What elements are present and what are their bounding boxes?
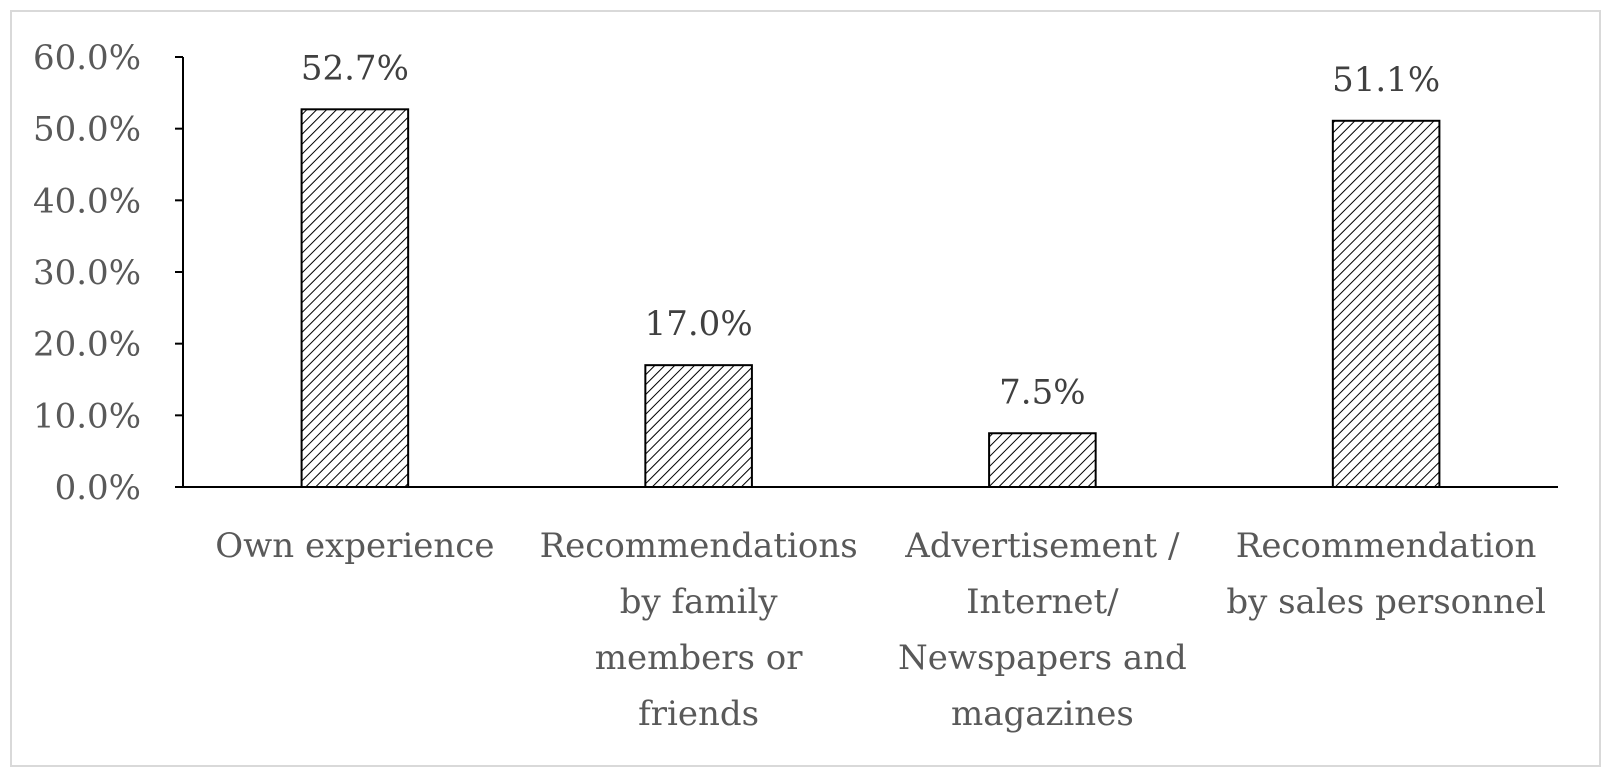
x-category-label: Recommendation by sales personnel: [1226, 526, 1546, 622]
x-category-label-line: friends: [638, 694, 759, 734]
y-tick-label: 50.0%: [33, 110, 141, 150]
y-tick-label: 20.0%: [33, 325, 141, 365]
chart-frame: [10, 10, 1601, 767]
x-category-label-line: Advertisement /: [904, 526, 1180, 566]
x-axis: Own experience Recommendations by family me…: [183, 486, 1558, 734]
data-label: 7.5%: [999, 372, 1085, 412]
data-label: 52.7%: [301, 48, 409, 88]
x-category-label-line: members or: [595, 638, 803, 678]
x-category-label-line: Recommendation: [1236, 526, 1537, 566]
bar: [300, 108, 410, 488]
data-labels: 52.7% 17.0% 7.5% 51.1%: [301, 48, 1440, 412]
y-tick-label: 40.0%: [33, 181, 141, 221]
x-category-label-line: by family: [620, 582, 779, 622]
data-label: 17.0%: [645, 304, 753, 344]
y-axis: 0.0% 10.0% 20.0% 30.0% 40.0% 50.0% 60.0%: [33, 38, 184, 508]
x-category-label-line: by sales personnel: [1226, 582, 1546, 622]
x-category-label: Recommendations by family members or friend…: [540, 526, 858, 734]
x-category-label: Advertisement / Internet/Newspapers and ma…: [898, 526, 1187, 734]
x-category-label-line: Newspapers and: [898, 638, 1187, 678]
y-tick-label: 0.0%: [55, 468, 141, 508]
x-category-label-line: Internet/: [966, 582, 1119, 622]
y-tick-label: 60.0%: [33, 38, 141, 78]
bar: [644, 364, 753, 488]
y-tick-label: 10.0%: [33, 396, 141, 436]
bar: [988, 432, 1097, 488]
x-category-label-line: Own experience: [215, 526, 494, 566]
x-category-label: Own experience: [215, 526, 494, 566]
x-category-label-line: magazines: [951, 694, 1134, 734]
y-tick-label: 30.0%: [33, 253, 141, 293]
data-label: 51.1%: [1332, 60, 1440, 100]
bar: [1331, 119, 1441, 489]
bars: [300, 108, 1441, 489]
x-category-label-line: Recommendations: [540, 526, 858, 566]
